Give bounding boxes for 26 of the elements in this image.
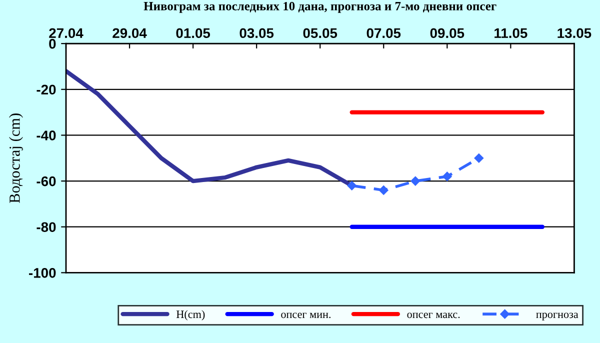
x-tick-label: 03.05: [240, 28, 274, 38]
y-tick-label: -40: [36, 130, 56, 140]
y-tick-label: -80: [36, 222, 56, 232]
y-tick-label: -60: [36, 176, 56, 186]
point: [410, 176, 420, 186]
point: [347, 180, 356, 190]
x-tick-label: 01.05: [176, 28, 210, 38]
y-axis-title: Водостај (cm): [9, 114, 23, 203]
x-tick-label: 29.04: [112, 28, 147, 38]
x-tick-label: 27.04: [49, 28, 84, 38]
y-tick-label: -100: [29, 268, 56, 278]
x-tick-label: 07.05: [366, 28, 401, 38]
x-tick-label: 13.05: [558, 28, 592, 38]
legend-label: H(cm): [176, 310, 205, 320]
legend-label: прогноза: [536, 312, 578, 320]
chart-title: Нивограм за последњих 10 дана, прогноза и 7-мо дневни опсег: [144, 2, 496, 13]
legend-label: опсег мин.: [281, 312, 331, 318]
point: [474, 154, 484, 163]
legend-label: опсег макс.: [407, 312, 460, 318]
x-tick-label: 05.05: [303, 28, 338, 38]
x-tick-label: 11.05: [494, 28, 528, 38]
y-tick-label: -20: [36, 84, 56, 95]
point: [379, 186, 388, 195]
x-tick-label: 09.05: [430, 28, 464, 38]
y-tick-label: 0: [49, 38, 56, 49]
point: [442, 172, 452, 182]
